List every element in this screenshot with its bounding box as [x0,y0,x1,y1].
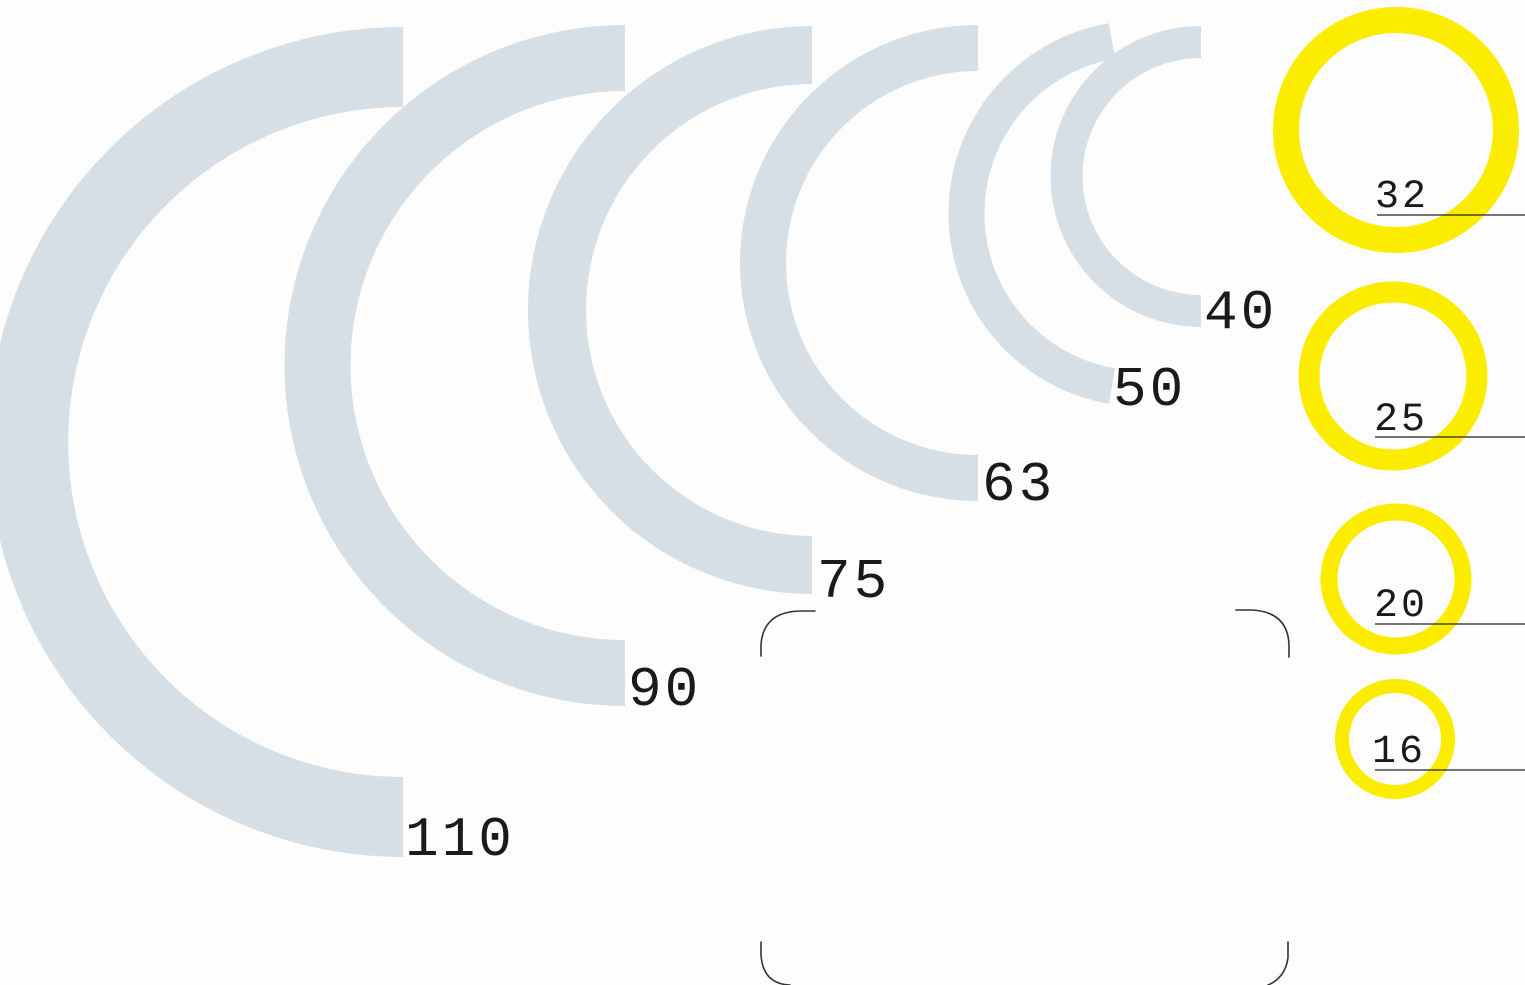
full-ring-16-label: 16 [1372,730,1426,775]
half-ring-75 [528,26,813,594]
half-ring-110 [0,27,404,857]
full-ring-20 [1320,503,1472,655]
half-ring-90-label: 90 [628,658,701,722]
frame-corner-bottom-right [1267,941,1289,985]
half-ring-63-label: 63 [982,453,1055,517]
full-ring-32-label: 32 [1375,175,1429,220]
full-ring-25-label: 25 [1374,398,1428,443]
frame-corner-top-left [760,610,816,657]
half-ring-40-label: 40 [1204,281,1277,345]
half-ring-90 [284,25,626,706]
full-ring-32 [1273,7,1519,253]
half-ring-50-label: 50 [1113,358,1186,422]
full-ring-20-label: 20 [1374,584,1428,629]
full-ring-16 [1335,679,1455,799]
frame-corner-top-right [1235,609,1290,658]
half-ring-110-label: 110 [405,808,515,872]
frame-corner-bottom-left [760,941,791,985]
full-ring-25 [1298,281,1488,471]
half-ring-63 [740,25,979,501]
half-ring-50 [948,23,1116,404]
half-ring-75-label: 75 [817,550,890,614]
half-ring-40 [1050,26,1202,327]
